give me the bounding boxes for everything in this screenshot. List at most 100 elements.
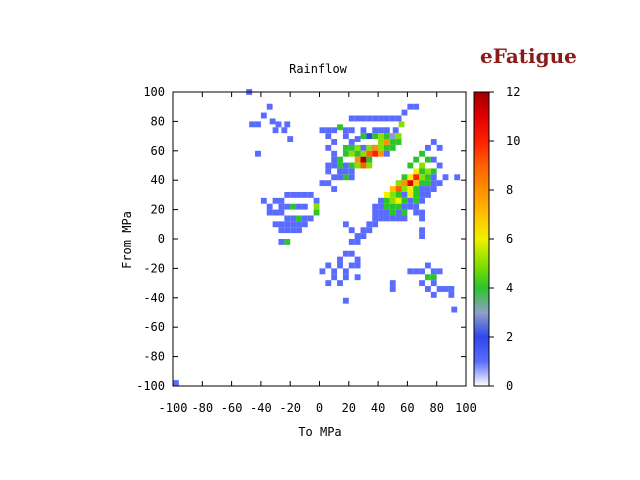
- x-tick-label: 0: [316, 401, 323, 415]
- heatmap-cell: [419, 268, 425, 275]
- heatmap-cell: [389, 191, 396, 198]
- heatmap-cell: [342, 168, 349, 175]
- heatmap-cell: [413, 180, 420, 187]
- heatmap-cell: [383, 139, 390, 145]
- heatmap-cell: [284, 227, 291, 234]
- heatmap-cell: [378, 144, 384, 151]
- heatmap-cell: [284, 203, 291, 210]
- heatmap-cell: [407, 191, 414, 198]
- heatmap-cell: [378, 215, 384, 222]
- heatmap-cell: [325, 168, 332, 175]
- heatmap-cell: [378, 203, 384, 210]
- heatmap-cell: [424, 286, 431, 292]
- heatmap-cell: [278, 209, 285, 216]
- heatmap-cell: [284, 239, 291, 245]
- heatmap-cell: [454, 174, 461, 181]
- heatmap-cell: [372, 127, 379, 134]
- heatmap-cell: [378, 209, 384, 216]
- heatmap-cell: [424, 168, 431, 175]
- heatmap-cell: [287, 136, 294, 142]
- heatmap-cell: [372, 150, 379, 157]
- heatmap-cell: [448, 286, 455, 292]
- heatmap-cell: [378, 150, 384, 157]
- heatmap-cell: [348, 127, 355, 134]
- heatmap-cell: [325, 180, 332, 187]
- heatmap-cell: [348, 168, 355, 175]
- heatmap-cell: [424, 186, 431, 192]
- heatmap-cell: [395, 191, 402, 198]
- heatmap-cell: [281, 127, 288, 134]
- heatmap-cell: [383, 191, 390, 198]
- heatmap-cell: [378, 139, 384, 145]
- heatmap-cell: [401, 209, 408, 216]
- heatmap-cell: [372, 144, 379, 151]
- heatmap-cell: [451, 306, 458, 313]
- heatmap-cell: [407, 103, 414, 110]
- heatmap-cell: [269, 118, 276, 125]
- heatmap-cell: [430, 186, 437, 192]
- x-tick-label: 20: [342, 401, 356, 415]
- heatmap-cell: [319, 180, 326, 187]
- heatmap-cell: [337, 168, 343, 175]
- heatmap-cell: [378, 197, 384, 204]
- heatmap-cell: [430, 268, 437, 275]
- heatmap-cell: [366, 144, 373, 151]
- heatmap-cell: [372, 215, 379, 222]
- y-tick-label: -60: [143, 320, 165, 334]
- colorbar-tick-label: 10: [506, 134, 520, 148]
- heatmap-cell: [342, 297, 349, 304]
- y-tick-label: -100: [136, 379, 165, 393]
- heatmap-cell: [348, 139, 355, 145]
- heatmap-cell: [331, 268, 338, 275]
- heatmap-cell: [389, 133, 396, 140]
- heatmap-cell: [419, 162, 425, 169]
- heatmap-cell: [436, 286, 443, 292]
- colorbar: [473, 91, 490, 387]
- y-tick-label: 60: [151, 144, 165, 158]
- heatmap-cell: [301, 215, 308, 222]
- heatmap-cell: [442, 174, 449, 181]
- x-tick-label: -60: [221, 401, 243, 415]
- heatmap-cell: [348, 144, 355, 151]
- colorbar-tick-label: 2: [506, 330, 513, 344]
- x-tick-label: -100: [159, 401, 188, 415]
- heatmap-cell: [407, 174, 414, 181]
- heatmap-cell: [290, 227, 297, 234]
- heatmap-cell: [348, 239, 355, 245]
- heatmap-cell: [430, 274, 437, 281]
- heatmap-cell: [331, 274, 338, 281]
- heatmap-cell: [331, 156, 338, 163]
- heatmap-cell: [325, 133, 332, 140]
- heatmap-cell: [337, 262, 343, 269]
- heatmap-cell: [430, 291, 437, 298]
- heatmap-cell: [354, 136, 361, 142]
- heatmap-cell: [348, 250, 355, 257]
- heatmap-cell: [354, 233, 361, 239]
- heatmap-cell: [430, 280, 437, 287]
- heatmap-cell: [436, 144, 443, 151]
- heatmap-cell: [348, 262, 355, 269]
- y-tick-label: 40: [151, 173, 165, 187]
- heatmap-cell: [413, 174, 420, 181]
- heatmap-cell: [342, 221, 349, 228]
- heatmap-cell: [319, 127, 326, 134]
- heatmap-cell: [398, 121, 405, 128]
- heatmap-cell: [342, 150, 349, 157]
- heatmap-cell: [331, 127, 338, 134]
- heatmap-cell: [424, 191, 431, 198]
- heatmap-cell: [401, 203, 408, 210]
- heatmap-cell: [413, 156, 420, 163]
- heatmap-cell: [436, 162, 443, 169]
- heatmap-cell: [419, 215, 425, 222]
- heatmap-cell: [342, 144, 349, 151]
- heatmap-cell: [319, 268, 326, 275]
- heatmap-cell: [360, 162, 367, 169]
- heatmap-cell: [366, 227, 373, 234]
- heatmap-cell: [360, 227, 367, 234]
- heatmap-cell: [266, 103, 273, 110]
- heatmap-cell: [389, 280, 396, 287]
- heatmap-cell: [342, 174, 349, 181]
- heatmap-cell: [284, 121, 291, 128]
- x-tick-label: 60: [400, 401, 414, 415]
- heatmap-cell: [313, 197, 320, 204]
